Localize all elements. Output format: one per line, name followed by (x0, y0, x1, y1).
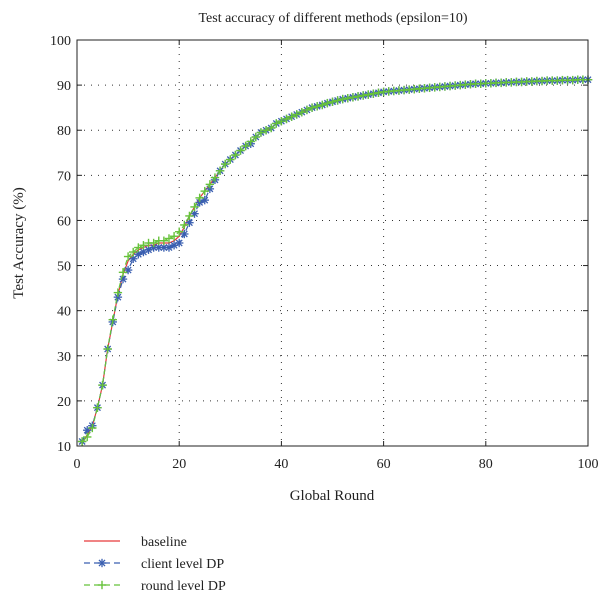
series-line (81, 79, 588, 445)
data-point (195, 193, 204, 203)
y-tick-label: 20 (57, 395, 71, 410)
plot-frame (76, 39, 589, 447)
data-point (343, 93, 353, 103)
y-tick-label: 50 (57, 260, 71, 275)
data-point (266, 123, 276, 133)
x-tick-label: 20 (172, 457, 186, 472)
data-point (369, 89, 378, 98)
y-tick-label: 90 (57, 79, 71, 94)
data-point (129, 247, 138, 257)
y-tick-label: 60 (57, 214, 71, 229)
data-point (118, 268, 128, 277)
data-point (164, 234, 174, 243)
data-point (180, 220, 189, 230)
y-tick-label: 10 (57, 440, 71, 455)
data-point (169, 232, 179, 241)
x-tick-label: 0 (74, 457, 81, 472)
y-tick-label: 70 (57, 169, 71, 184)
data-point (226, 155, 235, 164)
data-point (93, 403, 102, 412)
data-point (103, 344, 112, 354)
legend-label: client level DP (141, 557, 224, 572)
data-point (185, 211, 194, 221)
data-point (236, 146, 245, 155)
legend-marker (97, 558, 107, 568)
chart-title: Test accuracy of different methods (epsi… (198, 11, 467, 26)
data-point (312, 102, 322, 111)
data-point (210, 173, 220, 182)
data-point (241, 141, 250, 151)
y-tick-label: 30 (57, 350, 71, 365)
data-point (113, 288, 123, 297)
data-point (108, 315, 117, 324)
data-point (358, 91, 368, 100)
data-point (277, 117, 286, 126)
data-point (139, 241, 148, 250)
data-point (287, 112, 296, 121)
data-point (83, 432, 92, 442)
data-point (348, 93, 358, 102)
y-tick-label: 100 (50, 34, 71, 49)
data-point (272, 119, 281, 128)
data-point (190, 202, 199, 212)
data-point (215, 166, 225, 176)
data-point (175, 227, 184, 236)
data-point (328, 97, 337, 107)
data-point (256, 128, 266, 137)
legend-item: client level DP (84, 557, 224, 572)
data-point (98, 380, 107, 390)
legend: baseline client level DP round level DP (84, 535, 226, 594)
data-point (149, 238, 158, 248)
data-point (374, 88, 383, 97)
y-axis-label: Test Accuracy (%) (11, 187, 27, 298)
data-point (302, 105, 312, 115)
data-point (200, 186, 209, 196)
data-point (123, 252, 133, 261)
series-line (81, 79, 588, 442)
x-tick-label: 40 (274, 457, 288, 472)
legend-marker (97, 580, 107, 590)
series-client-level-dp (77, 75, 593, 446)
data-point (364, 90, 373, 99)
data-point (220, 159, 230, 169)
data-point (134, 243, 143, 252)
data-point (297, 107, 307, 117)
data-point (154, 243, 163, 252)
data-point (175, 238, 184, 248)
x-tick-label: 60 (377, 457, 391, 472)
legend-label: round level DP (141, 579, 226, 594)
x-tick-label: 80 (479, 457, 493, 472)
data-point (261, 126, 271, 135)
y-tick-label: 40 (57, 305, 71, 320)
data-point (251, 132, 261, 142)
ticks: 0 20 40 60 80 100 10 20 30 40 50 60 70 80 90 100 (50, 34, 599, 472)
x-axis-label: Global Round (290, 488, 375, 504)
data-point (200, 195, 209, 205)
y-tick-label: 80 (57, 124, 71, 139)
data-point (323, 98, 332, 108)
data-point (318, 100, 327, 110)
data-point (333, 96, 342, 105)
legend-item: round level DP (84, 579, 226, 594)
data-point (307, 103, 317, 112)
data-point (159, 236, 169, 245)
series-baseline (81, 79, 588, 445)
data-point (205, 180, 215, 189)
data-point (231, 150, 240, 160)
legend-label: baseline (141, 535, 187, 550)
series-round-level-dp (77, 75, 593, 446)
data-point (292, 110, 301, 119)
data-point (77, 437, 87, 446)
legend-item: baseline (84, 535, 187, 550)
data-point (282, 114, 291, 124)
data-point (88, 423, 97, 433)
data-point (246, 137, 255, 146)
x-tick-label: 100 (578, 457, 599, 472)
data-point (123, 265, 133, 275)
data-point (353, 92, 363, 101)
data-point (338, 94, 347, 104)
series-line (81, 79, 588, 442)
series-group (77, 75, 593, 446)
